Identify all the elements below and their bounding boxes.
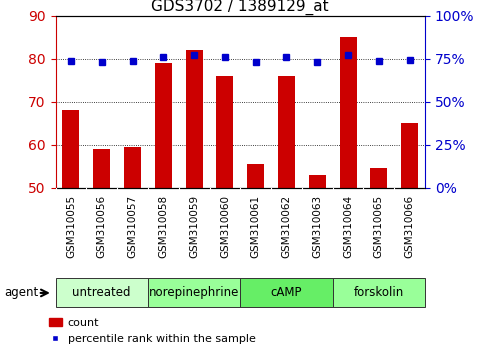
Title: GDS3702 / 1389129_at: GDS3702 / 1389129_at bbox=[152, 0, 329, 15]
Bar bbox=[216, 76, 233, 188]
Text: GSM310058: GSM310058 bbox=[158, 195, 168, 258]
Text: GSM310056: GSM310056 bbox=[97, 195, 107, 258]
Bar bbox=[148, 279, 241, 307]
Text: GSM310059: GSM310059 bbox=[189, 195, 199, 258]
Bar bbox=[93, 149, 110, 188]
Text: GSM310060: GSM310060 bbox=[220, 195, 230, 258]
Bar bbox=[309, 175, 326, 188]
Bar bbox=[340, 38, 356, 188]
Bar bbox=[56, 279, 148, 307]
Text: GSM310062: GSM310062 bbox=[282, 195, 291, 258]
Bar bbox=[278, 76, 295, 188]
Text: GSM310061: GSM310061 bbox=[251, 195, 261, 258]
Legend: count, percentile rank within the sample: count, percentile rank within the sample bbox=[44, 314, 260, 348]
Text: GSM310057: GSM310057 bbox=[128, 195, 138, 258]
Bar bbox=[333, 279, 425, 307]
Bar bbox=[240, 279, 333, 307]
Text: cAMP: cAMP bbox=[271, 286, 302, 299]
Text: GSM310065: GSM310065 bbox=[374, 195, 384, 258]
Bar bbox=[370, 168, 387, 188]
Bar bbox=[247, 164, 264, 188]
Text: agent: agent bbox=[4, 286, 39, 299]
Bar bbox=[124, 147, 141, 188]
Bar bbox=[185, 50, 202, 188]
Bar bbox=[401, 123, 418, 188]
Text: GSM310063: GSM310063 bbox=[313, 195, 322, 258]
Bar bbox=[155, 63, 172, 188]
Text: GSM310066: GSM310066 bbox=[405, 195, 414, 258]
Text: norepinephrine: norepinephrine bbox=[149, 286, 239, 299]
Text: forskolin: forskolin bbox=[354, 286, 404, 299]
Text: GSM310055: GSM310055 bbox=[66, 195, 76, 258]
Bar bbox=[62, 110, 79, 188]
Text: GSM310064: GSM310064 bbox=[343, 195, 353, 258]
Text: untreated: untreated bbox=[72, 286, 131, 299]
